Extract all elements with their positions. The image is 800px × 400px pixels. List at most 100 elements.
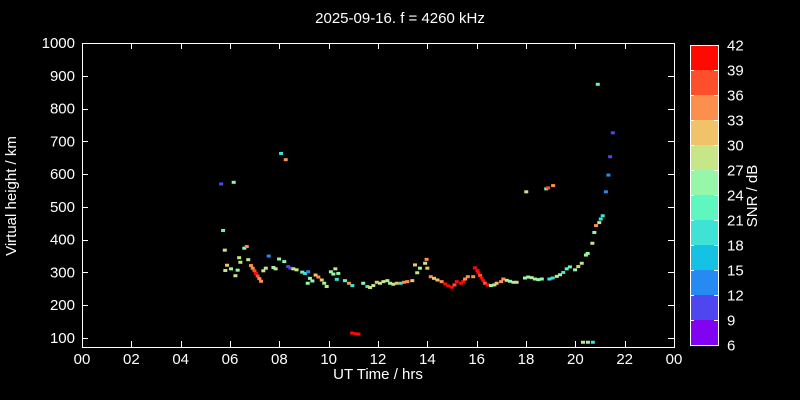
y-tick-label: 1000 [42, 35, 75, 52]
data-point [564, 267, 569, 271]
data-point [547, 277, 552, 281]
data-point [365, 285, 370, 289]
data-point [550, 276, 555, 280]
x-tick-label: 00 [74, 351, 91, 368]
data-point [233, 274, 238, 278]
data-point [551, 184, 556, 188]
data-point [237, 256, 242, 260]
data-point [536, 278, 541, 282]
colorbar-segment [690, 95, 718, 120]
colorbar-tick-label: 33 [727, 113, 744, 130]
data-point [235, 268, 240, 272]
data-point [425, 266, 430, 270]
colorbar-tick-label: 24 [727, 188, 744, 205]
colorbar-tick-label: 21 [727, 213, 744, 230]
data-point [413, 263, 417, 267]
data-point [597, 221, 602, 225]
data-point [410, 279, 415, 283]
data-point [488, 284, 493, 288]
data-point [305, 281, 310, 285]
data-point [310, 279, 315, 283]
colorbar-segment [690, 195, 718, 220]
data-point [405, 280, 410, 284]
x-tick-label: 16 [468, 351, 485, 368]
data-point [481, 279, 486, 283]
colorbar-segment [690, 145, 718, 170]
y-tick-label: 800 [50, 101, 75, 118]
colorbar-tick-label: 27 [727, 163, 744, 180]
data-point [266, 254, 271, 258]
data-point [356, 332, 361, 336]
data-point [336, 271, 341, 275]
data-point [424, 257, 429, 261]
data-point [546, 186, 551, 190]
chart-title: 2025-09-16. f = 4260 kHz [315, 10, 485, 27]
data-point [401, 280, 406, 284]
x-axis-label: UT Time / hrs [333, 366, 423, 383]
data-point [580, 340, 585, 344]
data-point [523, 276, 528, 280]
data-point [394, 281, 399, 285]
x-tick-label: 04 [172, 351, 189, 368]
x-tick-label: 06 [222, 351, 239, 368]
x-tick-label: 12 [370, 351, 387, 368]
data-point [539, 277, 544, 281]
data-point [567, 265, 572, 269]
colorbar-tick-label: 39 [727, 63, 744, 80]
data-point [561, 270, 566, 274]
data-point [306, 270, 311, 274]
data-point [600, 214, 605, 218]
data-point [507, 279, 512, 283]
data-point [282, 260, 287, 264]
data-point [271, 266, 276, 270]
data-point [334, 277, 339, 281]
data-point [592, 230, 597, 234]
data-point [475, 268, 480, 272]
data-point [300, 270, 305, 274]
data-point [492, 283, 497, 287]
x-tick-label: 10 [320, 351, 337, 368]
data-point [554, 274, 559, 278]
data-point [471, 275, 476, 279]
colorbar-segment [690, 270, 718, 295]
data-point [294, 268, 299, 272]
colorbar-tick-label: 15 [727, 263, 744, 280]
y-tick-label: 200 [50, 297, 75, 314]
data-point [532, 277, 537, 281]
data-point [435, 278, 440, 282]
data-point [342, 279, 347, 283]
y-tick-label: 900 [50, 68, 75, 85]
x-tick-label: 14 [419, 351, 436, 368]
data-point [261, 269, 266, 273]
data-point [263, 266, 268, 270]
data-point [246, 258, 251, 262]
data-point [524, 190, 529, 194]
data-point [324, 285, 329, 289]
data-point [583, 253, 588, 257]
data-point [377, 281, 382, 285]
data-point [472, 266, 477, 270]
data-point [238, 260, 243, 264]
data-point [331, 272, 336, 276]
colorbar-segment [690, 45, 718, 70]
data-point [279, 151, 284, 155]
data-point [494, 281, 499, 285]
data-point [273, 267, 278, 271]
colorbar-tick-label: 42 [727, 38, 744, 55]
data-point [417, 266, 422, 270]
data-point [346, 281, 351, 285]
data-point [431, 276, 436, 280]
data-point [231, 180, 236, 184]
colorbar-tick-label: 12 [727, 288, 744, 305]
colorbar-segment [690, 295, 718, 320]
colorbar-segment [690, 220, 718, 245]
data-point [439, 280, 444, 284]
data-point [244, 245, 249, 249]
colorbar-segment [690, 120, 718, 145]
data-point [250, 266, 255, 270]
data-point [313, 273, 318, 277]
data-point [452, 283, 457, 287]
data-point [501, 277, 506, 281]
data-point [248, 264, 253, 268]
